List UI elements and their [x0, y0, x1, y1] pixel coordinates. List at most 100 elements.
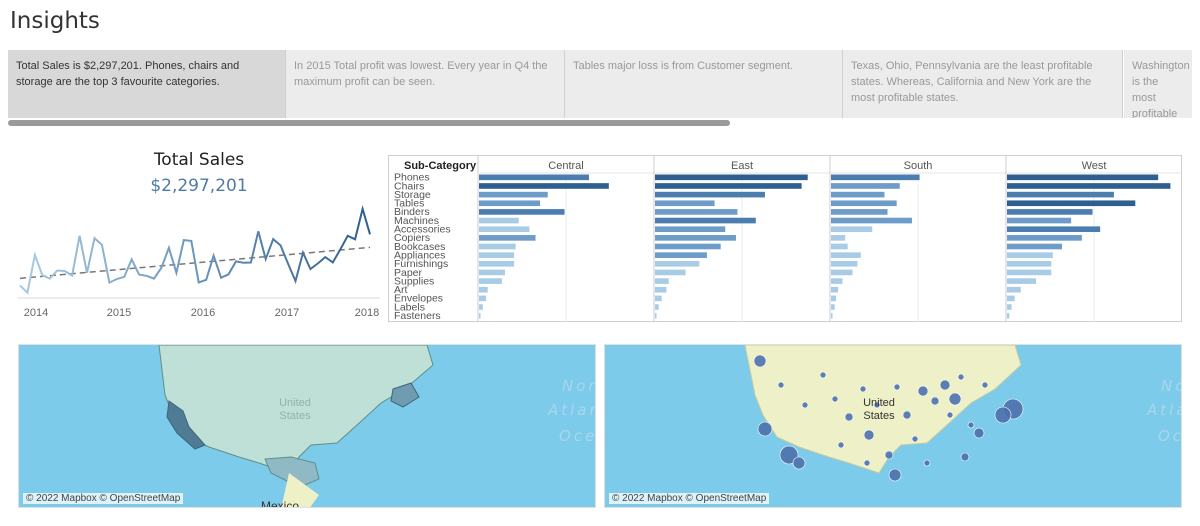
bar[interactable]	[479, 252, 515, 258]
city-sales-bubble[interactable]	[994, 406, 1012, 424]
bar[interactable]	[479, 191, 548, 198]
sales-point[interactable]	[249, 261, 252, 264]
sales-point[interactable]	[302, 251, 305, 254]
story-point-1[interactable]: Total Sales is $2,297,201. Phones, chair…	[8, 50, 286, 118]
city-sales-bubble[interactable]	[779, 445, 799, 465]
city-sales-bubble[interactable]	[859, 385, 867, 393]
category-label[interactable]: Copiers	[394, 232, 430, 244]
category-label[interactable]: Phones	[394, 172, 430, 184]
bar[interactable]	[831, 252, 861, 258]
bar[interactable]	[479, 260, 515, 267]
sales-point[interactable]	[63, 270, 66, 273]
city-sales-bubble[interactable]	[902, 410, 912, 420]
sales-point[interactable]	[309, 268, 312, 271]
sales-point[interactable]	[78, 234, 81, 237]
bar[interactable]	[1007, 183, 1171, 189]
category-label[interactable]: Binders	[394, 206, 430, 218]
bar[interactable]	[479, 209, 565, 215]
city-sales-bubble[interactable]	[967, 421, 975, 429]
sales-point[interactable]	[190, 239, 193, 242]
sales-point[interactable]	[316, 262, 319, 265]
bar[interactable]	[1007, 312, 1010, 319]
city-sales-bubble[interactable]	[757, 421, 773, 437]
sales-point[interactable]	[331, 261, 334, 264]
sales-point[interactable]	[168, 246, 171, 249]
sales-point[interactable]	[33, 254, 36, 257]
sales-point[interactable]	[145, 274, 148, 277]
category-label[interactable]: Storage	[394, 189, 431, 201]
city-sales-bubble[interactable]	[888, 468, 902, 482]
sales-point[interactable]	[339, 248, 342, 251]
sales-point[interactable]	[264, 258, 267, 261]
sales-point[interactable]	[361, 207, 364, 210]
bar[interactable]	[655, 243, 721, 250]
bar[interactable]	[831, 209, 888, 215]
story-point-4[interactable]: Texas, Ohio, Pennsylvania are the least …	[843, 50, 1123, 118]
sales-point[interactable]	[354, 238, 357, 241]
sales-point[interactable]	[48, 277, 51, 280]
sales-point[interactable]	[205, 278, 208, 281]
bar[interactable]	[831, 295, 837, 302]
city-sales-bubble[interactable]	[948, 392, 962, 406]
bar[interactable]	[655, 209, 738, 215]
bar[interactable]	[655, 286, 667, 293]
bar[interactable]	[1007, 278, 1037, 284]
bar[interactable]	[1007, 260, 1052, 267]
sales-trend-chart[interactable]: 2014 2015 2016 2017 2018	[18, 200, 380, 322]
city-sales-bubble[interactable]	[893, 383, 901, 391]
bar[interactable]	[655, 252, 707, 258]
sales-point[interactable]	[369, 233, 372, 236]
city-sales-bubble[interactable]	[911, 435, 919, 443]
symbol-sales-map[interactable]: No Atla Oc United States © 2022 Mapbox ©…	[604, 344, 1182, 508]
sales-point[interactable]	[123, 275, 126, 278]
city-sales-bubble[interactable]	[831, 395, 839, 403]
bar[interactable]	[479, 217, 519, 224]
sales-point[interactable]	[153, 277, 156, 280]
bar[interactable]	[655, 304, 659, 310]
bar[interactable]	[655, 217, 756, 224]
bar[interactable]	[1007, 295, 1015, 302]
bar[interactable]	[831, 200, 897, 207]
bar[interactable]	[831, 286, 839, 293]
bar[interactable]	[655, 174, 808, 181]
bar[interactable]	[479, 304, 483, 310]
city-sales-bubble[interactable]	[837, 441, 845, 449]
sales-point[interactable]	[279, 244, 282, 247]
city-sales-bubble[interactable]	[917, 385, 929, 397]
sales-point[interactable]	[175, 271, 178, 274]
story-point-2[interactable]: In 2015 Total profit was lowest. Every y…	[286, 50, 565, 118]
city-sales-bubble[interactable]	[863, 429, 875, 441]
bar[interactable]	[655, 269, 686, 276]
category-label[interactable]: Bookcases	[394, 241, 445, 253]
subcategory-region-bar-chart[interactable]: Sub-CategoryPhonesChairsStorageTablesBin…	[388, 155, 1183, 322]
bar[interactable]	[831, 226, 873, 233]
bar[interactable]	[1007, 304, 1012, 310]
sales-point[interactable]	[212, 254, 215, 257]
category-label[interactable]: Tables	[394, 198, 424, 210]
bar[interactable]	[831, 304, 835, 310]
city-sales-bubble[interactable]	[960, 452, 970, 462]
city-sales-bubble[interactable]	[863, 459, 871, 467]
category-label[interactable]: Accessories	[394, 224, 451, 236]
sales-point[interactable]	[138, 273, 141, 276]
sales-point[interactable]	[86, 271, 89, 274]
map-attribution[interactable]: © 2022 Mapbox © OpenStreetMap	[23, 493, 184, 504]
sales-point[interactable]	[41, 274, 44, 277]
category-label[interactable]: Supplies	[394, 275, 434, 287]
category-label[interactable]: Chairs	[394, 180, 424, 192]
bar[interactable]	[831, 191, 885, 198]
category-label[interactable]: Envelopes	[394, 293, 443, 305]
city-sales-bubble[interactable]	[792, 456, 806, 470]
bar[interactable]	[655, 200, 715, 207]
bar[interactable]	[655, 278, 669, 284]
city-sales-bubble[interactable]	[884, 450, 894, 460]
sales-point[interactable]	[324, 256, 327, 259]
bar[interactable]	[655, 295, 662, 302]
story-point-5[interactable]: Washington is the most profitable ..	[1124, 50, 1192, 118]
sales-point[interactable]	[160, 266, 163, 269]
story-scrollbar[interactable]	[8, 120, 730, 126]
bar[interactable]	[655, 260, 700, 267]
city-sales-bubble[interactable]	[957, 373, 965, 381]
bar[interactable]	[1007, 243, 1062, 250]
bar[interactable]	[1007, 200, 1136, 207]
